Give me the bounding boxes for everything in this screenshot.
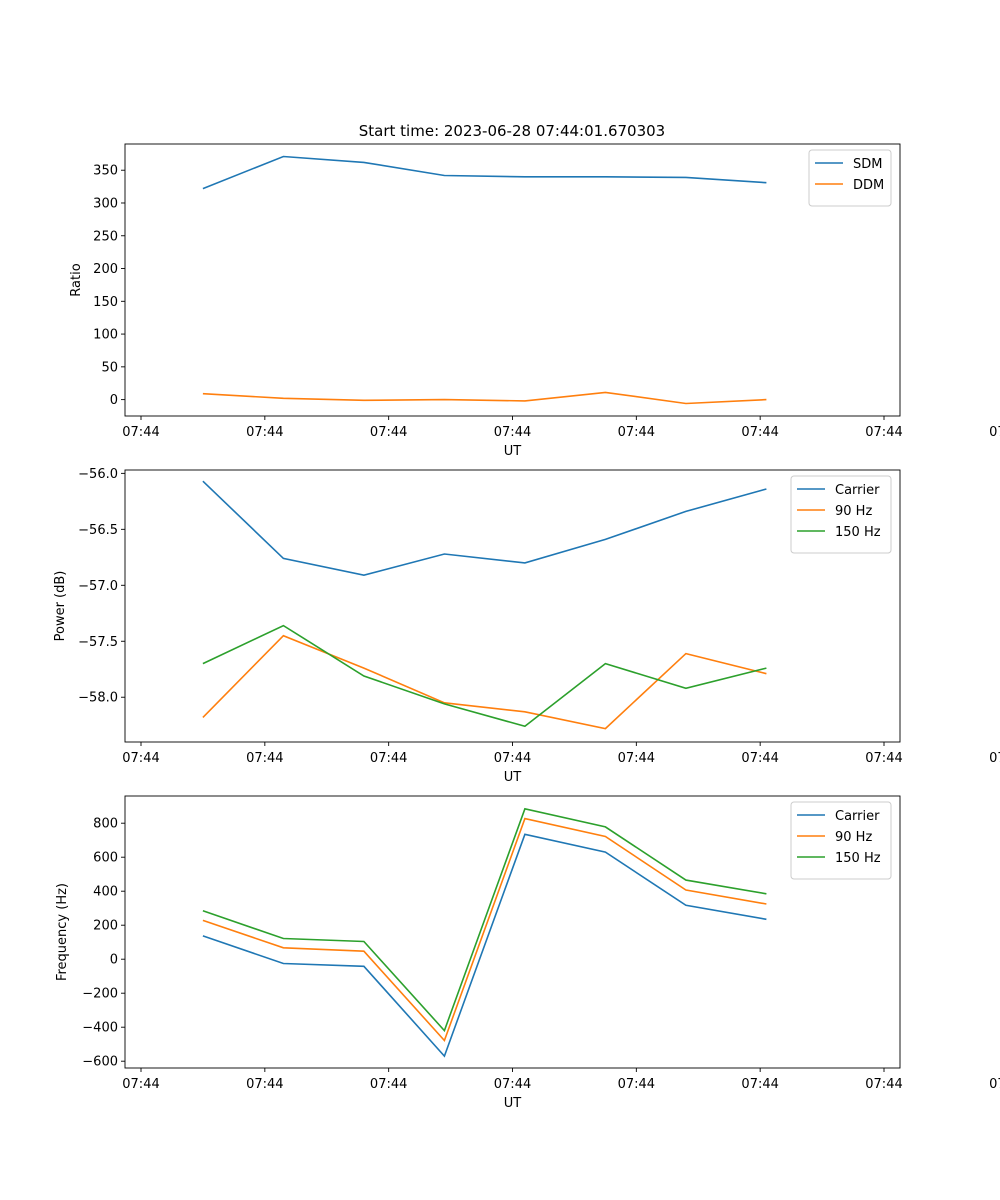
series-line-ddm (202, 391, 767, 405)
x-axis-label: UT (504, 770, 522, 785)
x-tick-label: 07:44 (370, 1077, 407, 1092)
x-tick-label: 07:44 (370, 425, 407, 440)
x-tick-label: 07:44 (246, 425, 283, 440)
x-tick-label: 07:45 (989, 751, 1000, 766)
legend: SDM DDM (808, 149, 892, 207)
y-tick-label: −56.0 (78, 467, 118, 482)
y-tick-label: 600 (93, 851, 118, 866)
axes-frame (124, 469, 901, 743)
legend-label: SDM (853, 157, 882, 172)
x-tick-label: 07:44 (246, 1077, 283, 1092)
y-tick-label: 800 (93, 817, 118, 832)
x-axis-label: UT (504, 444, 522, 459)
legend-label: 150 Hz (835, 525, 881, 540)
x-tick-label: 07:44 (618, 751, 655, 766)
x-tick-label: 07:44 (122, 751, 159, 766)
x-tick-label: 07:44 (741, 425, 778, 440)
series-line-150-hz (202, 807, 767, 1033)
legend-label: 90 Hz (835, 504, 872, 519)
y-tick-label: −57.0 (78, 579, 118, 594)
legend-box (790, 475, 892, 554)
series-line-sdm (202, 155, 767, 190)
y-tick-label: −400 (82, 1021, 118, 1036)
legend-label: 150 Hz (835, 851, 881, 866)
series-line-carrier (202, 480, 767, 577)
series-line-90-hz (202, 817, 767, 1043)
legend-box (790, 801, 892, 880)
legend-label: Carrier (835, 809, 880, 824)
y-axis-label: Power (dB) (53, 571, 68, 642)
figure-title: Start time: 2023-06-28 07:44:01.670303 (359, 122, 665, 140)
x-tick-label: 07:44 (741, 1077, 778, 1092)
x-tick-label: 07:44 (618, 1077, 655, 1092)
legend-label: 90 Hz (835, 830, 872, 845)
y-tick-label: 0 (110, 953, 118, 968)
x-tick-label: 07:44 (865, 751, 902, 766)
x-tick-label: 07:44 (494, 1077, 531, 1092)
series-line-90-hz (202, 634, 767, 730)
x-tick-label: 07:44 (494, 751, 531, 766)
x-tick-label: 07:44 (246, 751, 283, 766)
legend-box (808, 149, 892, 207)
x-tick-label: 07:44 (618, 425, 655, 440)
x-tick-label: 07:44 (865, 1077, 902, 1092)
y-tick-label: −600 (82, 1055, 118, 1070)
y-tick-label: 50 (101, 360, 118, 375)
legend-label: Carrier (835, 483, 880, 498)
y-tick-label: 200 (93, 262, 118, 277)
frequency-panel: 07:44 07:44 07:44 07:44 07:44 07:44 07:44 07:45… (55, 795, 1000, 1111)
y-tick-label: −57.5 (78, 635, 118, 650)
x-tick-label: 07:44 (370, 751, 407, 766)
legend-label: DDM (853, 178, 884, 193)
axes-frame (124, 795, 901, 1069)
y-tick-label: −56.5 (78, 523, 118, 538)
legend: Carrier 90 Hz 150 Hz (790, 801, 892, 880)
y-axis-label: Ratio (69, 263, 84, 296)
axes-frame (124, 143, 901, 417)
y-tick-label: −200 (82, 987, 118, 1002)
power-panel: 07:44 07:44 07:44 07:44 07:44 07:44 07:44 07:45… (53, 467, 1000, 785)
x-tick-label: 07:45 (989, 1077, 1000, 1092)
x-tick-label: 07:44 (865, 425, 902, 440)
x-tick-label: 07:45 (989, 425, 1000, 440)
x-tick-label: 07:44 (122, 425, 159, 440)
y-tick-label: 150 (93, 295, 118, 310)
y-tick-label: 250 (93, 229, 118, 244)
y-tick-label: 350 (93, 164, 118, 179)
y-tick-label: 100 (93, 328, 118, 343)
ratio-panel: 07:44 07:44 07:44 07:44 07:44 07:44 07:44 07:45… (69, 143, 1000, 459)
x-tick-label: 07:44 (741, 751, 778, 766)
x-tick-label: 07:44 (122, 1077, 159, 1092)
x-tick-label: 07:44 (494, 425, 531, 440)
y-tick-label: 0 (110, 393, 118, 408)
x-axis-label: UT (504, 1096, 522, 1111)
y-axis-label: Frequency (Hz) (55, 883, 70, 981)
y-tick-label: 400 (93, 885, 118, 900)
legend: Carrier 90 Hz 150 Hz (790, 475, 892, 554)
series-line-carrier (202, 833, 767, 1058)
y-tick-label: −58.0 (78, 691, 118, 706)
y-tick-label: 300 (93, 196, 118, 211)
y-tick-label: 200 (93, 919, 118, 934)
series-line-150-hz (202, 624, 767, 728)
